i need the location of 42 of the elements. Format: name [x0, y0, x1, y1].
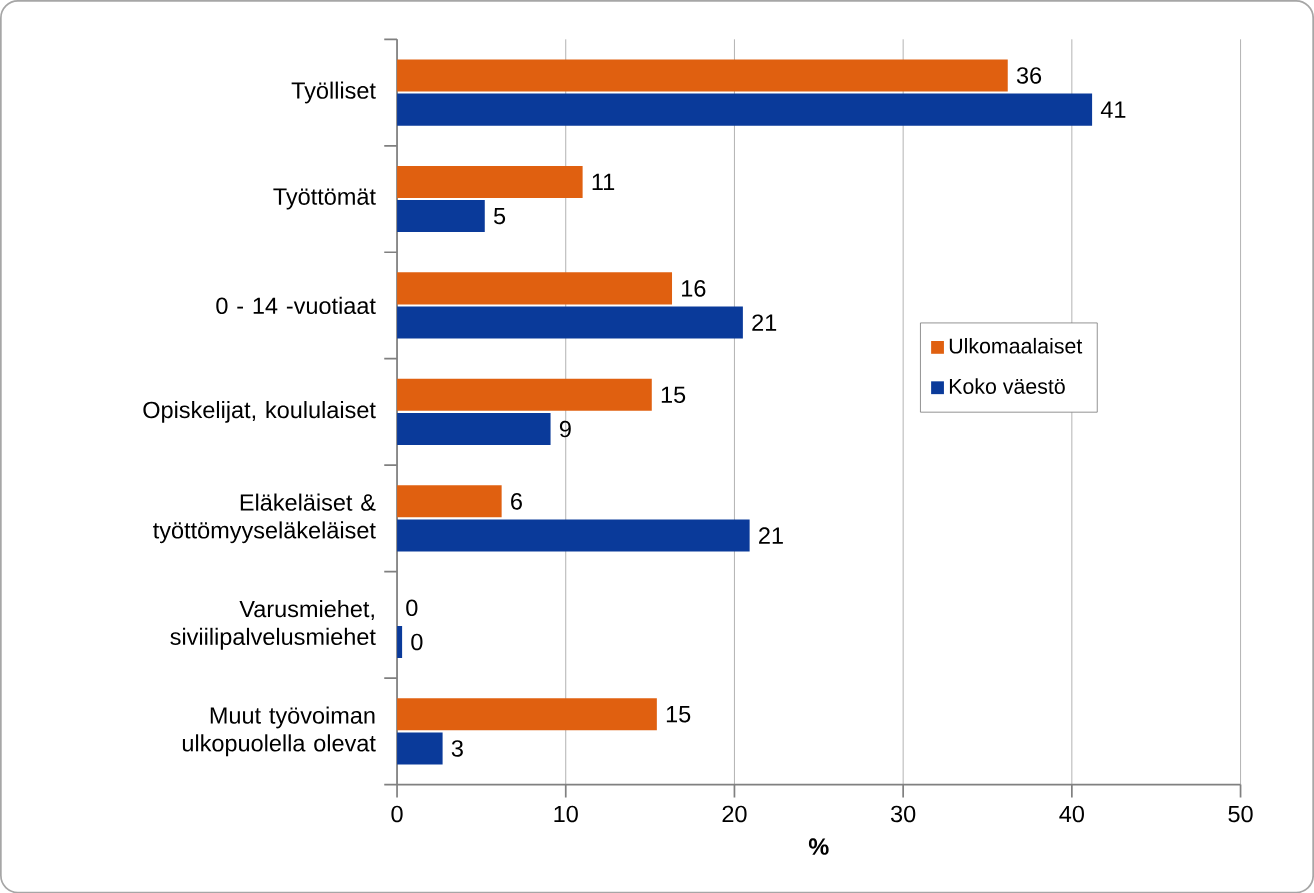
bar — [397, 412, 551, 445]
data-label: 6 — [511, 492, 522, 510]
bar — [397, 519, 750, 552]
bar — [397, 378, 652, 411]
x-tick-label: 10 — [554, 805, 578, 823]
data-label: 0 — [406, 599, 418, 616]
x-tick-label: 0 — [391, 805, 403, 823]
x-axis-title: % — [808, 838, 829, 855]
data-label: 0 — [411, 633, 423, 651]
data-label: 21 — [752, 314, 777, 331]
x-tick-label: 20 — [722, 805, 747, 823]
y-tick-label: Opiskelijat, koululaiset — [143, 400, 376, 423]
data-label: 3 — [451, 739, 463, 757]
data-label: 15 — [666, 705, 691, 723]
x-tick-label: 30 — [890, 805, 916, 823]
x-tick-label: 40 — [1059, 805, 1084, 823]
data-label: 11 — [592, 173, 615, 190]
y-tick-label: Eläkeläiset & työttömyyseläkeläiset — [153, 493, 376, 543]
legend-label: Koko väestö — [949, 378, 1065, 394]
x-tick-label: 50 — [1228, 805, 1253, 823]
data-label: 41 — [1100, 101, 1126, 118]
data-label: 15 — [661, 386, 686, 403]
data-label: 5 — [493, 207, 506, 225]
bar — [397, 306, 743, 339]
bar — [397, 272, 673, 305]
data-label: 21 — [759, 527, 783, 544]
bar — [397, 59, 1008, 92]
legend-label: Ulkomaalaiset — [949, 337, 1083, 354]
data-label: 36 — [1016, 66, 1042, 84]
data-label: 9 — [559, 420, 571, 438]
bar — [397, 485, 502, 518]
y-tick-label: 0 - 14 -vuotiaat — [216, 296, 376, 314]
bar — [397, 93, 1093, 126]
y-tick-label: Muut työvoiman ulkopuolella olevat — [182, 706, 376, 756]
data-label: 16 — [682, 279, 706, 297]
y-tick-label: Varusmiehet, siviilipalvelusmiehet — [170, 599, 376, 650]
y-tick-label: Työttömät — [273, 188, 376, 210]
bar — [397, 732, 443, 765]
bar — [397, 199, 485, 232]
bar — [397, 698, 657, 731]
y-tick-label: Työlliset — [291, 81, 376, 104]
bar — [397, 165, 583, 198]
